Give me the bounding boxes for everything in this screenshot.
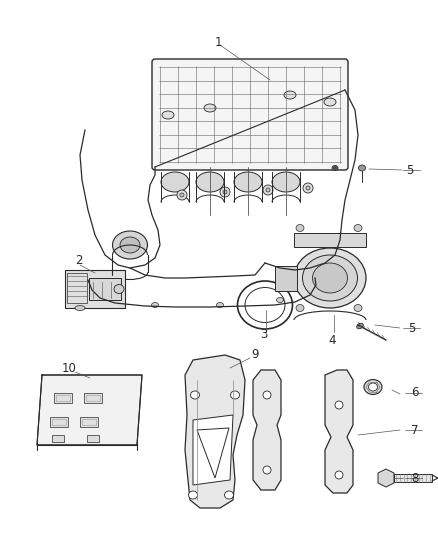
Polygon shape bbox=[325, 370, 353, 493]
Ellipse shape bbox=[335, 401, 343, 409]
Polygon shape bbox=[185, 355, 245, 508]
Ellipse shape bbox=[204, 104, 216, 112]
Ellipse shape bbox=[368, 383, 378, 391]
Ellipse shape bbox=[364, 379, 382, 394]
Ellipse shape bbox=[296, 224, 304, 231]
Polygon shape bbox=[37, 375, 142, 445]
Ellipse shape bbox=[306, 186, 310, 190]
Ellipse shape bbox=[357, 323, 363, 329]
Ellipse shape bbox=[196, 172, 224, 192]
Text: 4: 4 bbox=[328, 334, 336, 346]
Bar bbox=[275, 266, 297, 291]
Ellipse shape bbox=[266, 188, 270, 192]
Bar bbox=[65, 270, 125, 308]
Text: 3: 3 bbox=[260, 328, 268, 342]
Ellipse shape bbox=[225, 491, 233, 499]
Bar bbox=[84, 393, 102, 403]
Ellipse shape bbox=[161, 172, 189, 192]
Bar bbox=[67, 273, 87, 303]
Ellipse shape bbox=[333, 167, 336, 169]
Ellipse shape bbox=[354, 304, 362, 311]
Polygon shape bbox=[253, 370, 281, 490]
Ellipse shape bbox=[234, 172, 262, 192]
Ellipse shape bbox=[263, 466, 271, 474]
Bar bbox=[86, 395, 100, 401]
Ellipse shape bbox=[180, 193, 184, 197]
Ellipse shape bbox=[296, 304, 304, 311]
Ellipse shape bbox=[113, 231, 148, 259]
Ellipse shape bbox=[216, 303, 223, 308]
Text: 5: 5 bbox=[408, 321, 416, 335]
Bar bbox=[52, 435, 64, 442]
Text: 5: 5 bbox=[406, 164, 413, 176]
Bar bbox=[54, 393, 72, 403]
Bar bbox=[89, 278, 121, 300]
Ellipse shape bbox=[114, 285, 124, 294]
Bar bbox=[294, 233, 366, 247]
Bar bbox=[82, 419, 96, 425]
Ellipse shape bbox=[332, 166, 338, 171]
Text: 6: 6 bbox=[411, 386, 419, 400]
Ellipse shape bbox=[303, 183, 313, 193]
Ellipse shape bbox=[105, 297, 112, 303]
Bar bbox=[87, 435, 99, 442]
Text: 7: 7 bbox=[411, 424, 419, 437]
Ellipse shape bbox=[284, 91, 296, 99]
Text: 9: 9 bbox=[251, 348, 259, 360]
Ellipse shape bbox=[324, 98, 336, 106]
Polygon shape bbox=[378, 469, 394, 487]
Ellipse shape bbox=[152, 303, 159, 308]
Ellipse shape bbox=[303, 255, 357, 301]
Ellipse shape bbox=[335, 471, 343, 479]
Ellipse shape bbox=[191, 391, 199, 399]
FancyBboxPatch shape bbox=[152, 59, 348, 170]
Polygon shape bbox=[193, 415, 233, 485]
Ellipse shape bbox=[220, 187, 230, 197]
Ellipse shape bbox=[177, 190, 187, 200]
Text: 10: 10 bbox=[62, 361, 77, 375]
Bar bbox=[56, 395, 70, 401]
Bar bbox=[50, 417, 68, 427]
Ellipse shape bbox=[223, 190, 227, 194]
Text: 8: 8 bbox=[411, 472, 419, 484]
Ellipse shape bbox=[272, 172, 300, 192]
Bar bbox=[52, 419, 66, 425]
Text: 2: 2 bbox=[75, 254, 83, 266]
Polygon shape bbox=[197, 428, 229, 478]
Ellipse shape bbox=[276, 297, 283, 303]
Ellipse shape bbox=[120, 237, 140, 253]
Text: 1: 1 bbox=[214, 36, 222, 50]
Ellipse shape bbox=[358, 165, 365, 171]
Bar bbox=[80, 417, 98, 427]
Ellipse shape bbox=[188, 491, 198, 499]
Ellipse shape bbox=[354, 224, 362, 231]
Ellipse shape bbox=[162, 111, 174, 119]
Ellipse shape bbox=[263, 391, 271, 399]
Ellipse shape bbox=[312, 263, 347, 293]
Ellipse shape bbox=[294, 248, 366, 308]
Ellipse shape bbox=[230, 391, 240, 399]
Ellipse shape bbox=[75, 305, 85, 311]
Bar bbox=[394, 474, 432, 482]
Ellipse shape bbox=[263, 185, 273, 195]
